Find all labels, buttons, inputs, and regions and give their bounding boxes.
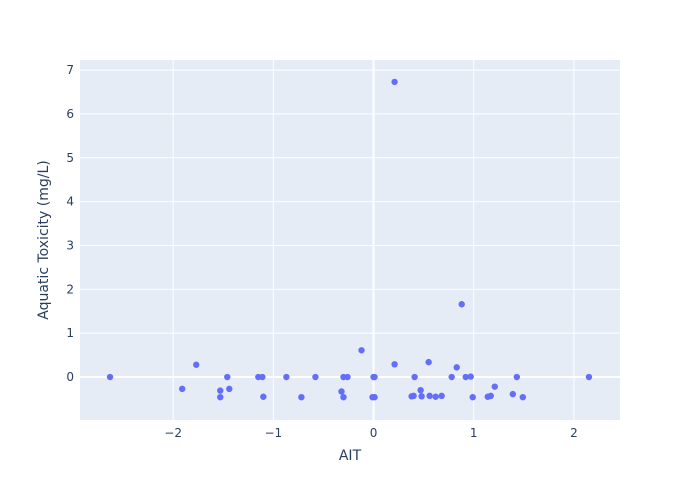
data-point[interactable] — [226, 385, 233, 393]
y-tick-label: 2 — [66, 282, 74, 296]
data-point[interactable] — [453, 364, 460, 371]
x-axis-title: AIT — [339, 448, 362, 464]
data-point[interactable] — [426, 392, 433, 400]
data-point[interactable] — [467, 373, 474, 380]
y-tick-label: 4 — [66, 195, 74, 209]
x-axis-ticks: −2 −1 0 1 2 — [164, 426, 577, 440]
data-point[interactable] — [224, 373, 231, 381]
data-point[interactable] — [217, 387, 224, 394]
y-tick-label: 7 — [66, 63, 74, 77]
data-point[interactable] — [585, 373, 593, 381]
data-point[interactable] — [338, 388, 345, 395]
x-tick-label: −1 — [265, 426, 283, 440]
data-point[interactable] — [418, 393, 425, 400]
data-point[interactable] — [410, 392, 417, 400]
data-point[interactable] — [438, 392, 445, 400]
data-point[interactable] — [462, 373, 469, 381]
y-tick-label: 6 — [66, 107, 74, 121]
y-tick-label: 0 — [66, 370, 74, 384]
data-point[interactable] — [469, 393, 476, 401]
data-point[interactable] — [487, 392, 494, 400]
data-point[interactable] — [260, 393, 267, 400]
data-point[interactable] — [259, 373, 266, 381]
data-point[interactable] — [391, 78, 398, 86]
x-tick-label: 2 — [570, 426, 578, 440]
y-tick-label: 5 — [66, 151, 74, 165]
data-point[interactable] — [371, 393, 378, 401]
data-point[interactable] — [491, 383, 498, 390]
data-point[interactable] — [417, 386, 424, 394]
data-point[interactable] — [425, 358, 432, 366]
data-point[interactable] — [298, 393, 305, 401]
data-point[interactable] — [411, 373, 418, 381]
data-point[interactable] — [432, 393, 439, 400]
y-tick-label: 1 — [66, 326, 74, 340]
data-point[interactable] — [106, 373, 114, 381]
plot-background — [80, 60, 620, 420]
data-point[interactable] — [344, 373, 351, 381]
x-tick-label: −2 — [164, 426, 182, 440]
data-point[interactable] — [217, 393, 224, 401]
data-point[interactable] — [509, 390, 517, 398]
data-point[interactable] — [513, 373, 521, 381]
x-tick-label: 0 — [370, 426, 378, 440]
data-point[interactable] — [283, 373, 290, 381]
data-point[interactable] — [340, 393, 347, 401]
data-point[interactable] — [448, 373, 455, 381]
data-point[interactable] — [371, 373, 378, 381]
y-tick-label: 3 — [66, 238, 74, 252]
data-point[interactable] — [458, 301, 465, 308]
data-point[interactable] — [358, 347, 365, 354]
data-point[interactable] — [178, 385, 186, 393]
data-points — [106, 78, 593, 401]
x-tick-label: 1 — [470, 426, 478, 440]
data-point[interactable] — [391, 361, 398, 368]
data-point[interactable] — [312, 373, 319, 381]
data-point[interactable] — [193, 361, 200, 368]
y-axis-title: Aquatic Toxicity (mg/L) — [36, 160, 52, 319]
y-axis-ticks: 0 1 2 3 4 5 6 7 — [66, 63, 74, 384]
data-point[interactable] — [519, 393, 527, 401]
